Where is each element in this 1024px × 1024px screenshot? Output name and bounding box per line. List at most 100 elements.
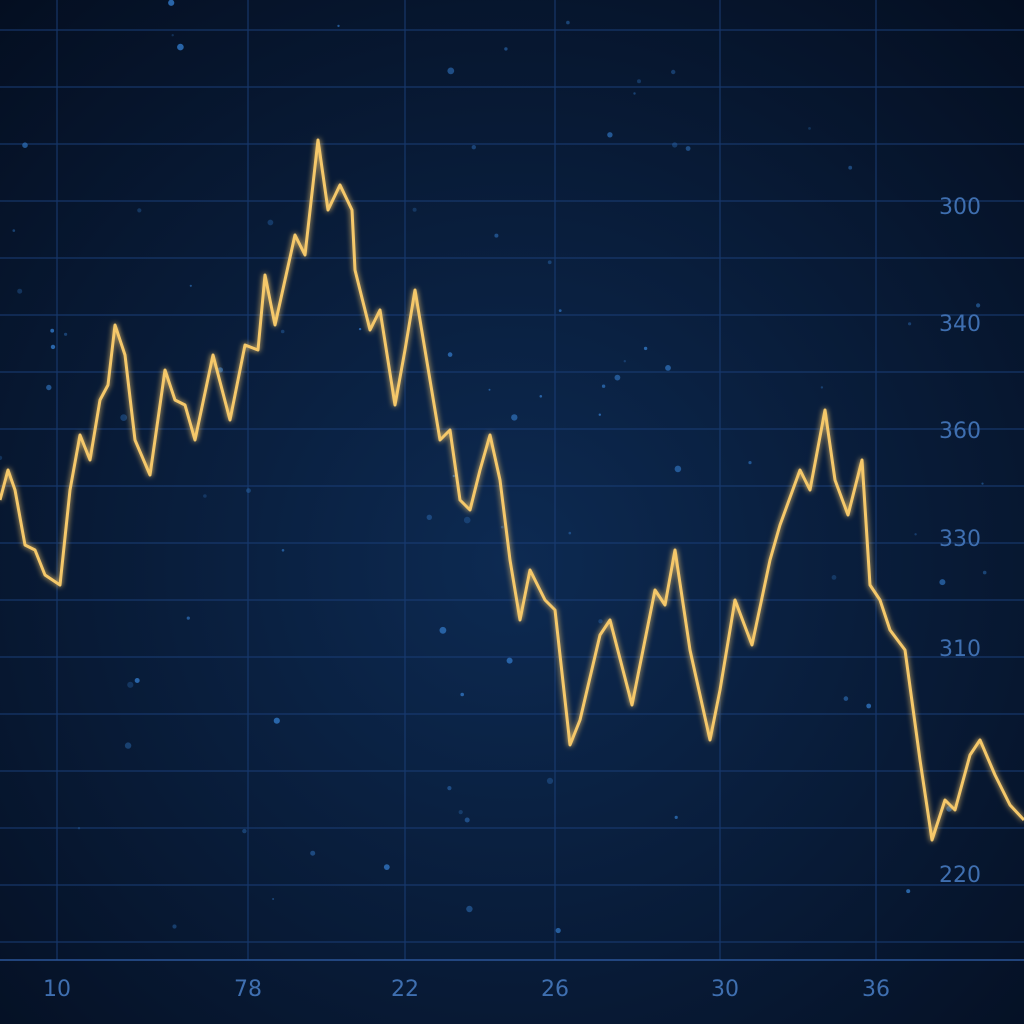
star [672,142,678,148]
star [50,328,55,333]
star [186,616,190,620]
star [177,43,184,51]
star [466,905,473,913]
star [674,465,682,473]
star [547,260,552,265]
star [511,414,518,421]
star [464,817,470,823]
star [488,388,491,391]
star [494,233,499,238]
star [281,549,285,552]
stars [0,0,987,934]
star [310,850,316,856]
star [601,384,606,388]
star [637,79,641,84]
star [674,815,678,820]
y-axis-label: 300 [939,195,981,220]
star [866,703,872,709]
star [643,346,648,351]
star [831,575,837,580]
star [906,889,911,894]
star [426,514,432,520]
x-axis-label: 78 [234,977,262,1002]
star [412,207,417,212]
star [337,24,340,28]
star [555,927,561,934]
star [665,365,671,371]
star [939,579,946,586]
star [452,474,455,478]
star [17,288,23,294]
star [908,322,912,326]
star [134,678,140,683]
y-axis-label: 310 [939,637,981,662]
star [843,696,849,701]
star [0,455,3,460]
star [383,864,390,870]
star [120,414,128,421]
star [127,681,134,688]
star [172,924,177,929]
star [137,208,142,213]
star [568,531,572,535]
star [504,47,508,51]
star [22,142,28,148]
star [566,20,570,25]
star [171,34,174,37]
star [203,494,207,498]
star [623,360,626,363]
star [217,367,223,373]
star [539,395,543,398]
star [506,657,513,664]
star [267,219,274,226]
star [64,332,68,336]
star [471,145,476,150]
star [808,126,811,130]
star [748,461,752,465]
star [633,92,636,95]
star [168,0,175,6]
star [358,327,362,331]
star [460,692,465,697]
star [598,619,603,624]
star [124,742,132,749]
star [982,570,987,575]
star [607,132,613,138]
star [463,516,471,524]
star [46,384,52,391]
star [558,309,562,312]
star [685,146,691,151]
y-axis-label: 360 [939,419,981,444]
star [671,69,676,75]
star [280,329,285,334]
star [458,810,463,815]
x-axis-label: 36 [862,977,890,1002]
star [439,626,447,634]
price-line [0,138,1024,842]
star [598,413,601,416]
star [914,533,917,536]
star [820,386,824,389]
star [273,717,280,724]
star [189,284,192,287]
x-axis-label: 26 [541,977,569,1002]
y-axis-label: 340 [939,312,981,337]
y-axis-label: 330 [939,527,981,552]
star [50,344,56,350]
star [272,898,275,900]
star [242,828,247,834]
star [77,827,81,830]
star [848,165,853,170]
x-axis-label: 30 [711,977,739,1002]
star [246,488,251,493]
grid [0,0,1024,960]
star [614,374,621,381]
star [981,482,984,485]
star [447,352,453,357]
star [447,786,452,791]
star [447,67,455,75]
star [976,303,981,308]
